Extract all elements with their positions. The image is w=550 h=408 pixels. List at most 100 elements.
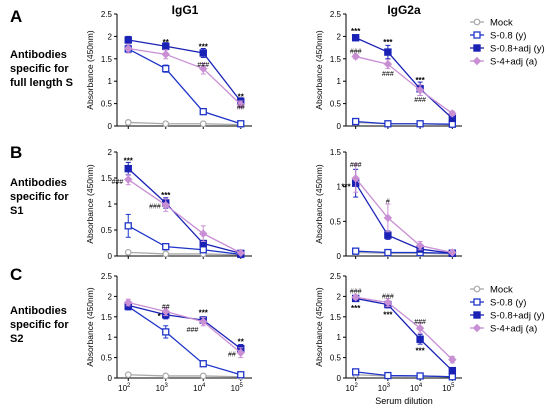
- x-tick-exponent: 2: [127, 383, 131, 389]
- data-point: [199, 317, 208, 326]
- data-point: [124, 371, 132, 379]
- data-point: [124, 298, 133, 307]
- row-label-c: Antibodies: [10, 305, 67, 317]
- series-line: [355, 37, 453, 119]
- data-point: [351, 174, 360, 183]
- panel-letter-a: A: [10, 7, 22, 26]
- column-title-igg1: IgG1: [172, 3, 199, 17]
- significance-stars: ***: [415, 76, 425, 85]
- y-tick-label: 0: [108, 122, 113, 131]
- y-tick-label: 0.5: [330, 217, 342, 226]
- series-s-4-adj-a-: [124, 298, 245, 359]
- y-tick-label: 0.5: [101, 226, 113, 235]
- significance-stars: ***: [351, 27, 361, 36]
- panel-letter-c: C: [10, 265, 22, 284]
- x-tick-base: 10: [378, 384, 387, 393]
- significance-stars: **: [238, 92, 245, 101]
- y-tick-label: 0: [108, 374, 113, 383]
- series-line: [127, 179, 242, 254]
- x-tick-label: 105: [231, 383, 244, 393]
- data-point: [199, 120, 207, 128]
- data-point: [448, 355, 457, 364]
- significance-hashes: ##: [162, 304, 170, 311]
- y-tick-label: 2: [337, 292, 342, 301]
- row-label-c: S2: [10, 333, 23, 345]
- panel-letter-b: B: [10, 143, 22, 162]
- significance-stars: *: [158, 312, 162, 321]
- series-s-0-8-adj-y-: [351, 34, 457, 123]
- x-tick-label: 104: [193, 383, 206, 393]
- legend-item: S-4+adj (a): [470, 324, 537, 335]
- data-point: [124, 44, 133, 53]
- y-tick-label: 1.5: [330, 148, 342, 157]
- significance-hashes: ###: [350, 49, 362, 56]
- data-point: [352, 368, 360, 376]
- y-axis-label: Absorbance (450nm): [85, 287, 95, 367]
- y-axis-label: Absorbance (450nm): [314, 164, 324, 244]
- legend-marker: [473, 31, 481, 39]
- data-point: [351, 292, 360, 302]
- legend-label: S-0.8 (y): [490, 31, 526, 42]
- significance-hashes: ###: [187, 327, 199, 334]
- data-point: [448, 366, 457, 375]
- series-s-4-adj-a-: [351, 163, 457, 257]
- significance-stars: ***: [199, 43, 209, 52]
- significance-stars: ***: [383, 310, 393, 319]
- significance-hashes: ###: [149, 204, 161, 211]
- significance-hashes: #: [386, 199, 390, 206]
- significance-hashes: ###: [414, 319, 426, 326]
- data-point: [199, 49, 207, 57]
- x-tick-exponent: 2: [354, 383, 358, 389]
- y-tick-label: 2.5: [101, 10, 113, 19]
- series-s-0-8-adj-y-: [351, 294, 457, 375]
- series-line: [355, 177, 453, 254]
- data-point: [199, 229, 208, 238]
- data-point: [236, 348, 245, 357]
- row-label-a: Antibodies: [10, 49, 67, 61]
- legend-item: S-0.8+adj (y): [470, 311, 545, 322]
- data-point: [237, 371, 245, 379]
- x-tick-exponent: 4: [419, 383, 423, 389]
- series-line: [128, 301, 242, 354]
- y-axis-label: Absorbance (450nm): [85, 30, 95, 110]
- series-s-0-8-adj-y-: [351, 168, 457, 257]
- y-tick-label: 0: [108, 252, 113, 261]
- data-point: [416, 372, 424, 380]
- y-tick-label: 2: [108, 32, 113, 41]
- data-point: [161, 307, 170, 316]
- data-point: [199, 360, 207, 368]
- series-line: [128, 121, 241, 126]
- significance-stars: **: [163, 38, 170, 47]
- data-point: [161, 200, 170, 210]
- legend-item: Mock: [470, 18, 513, 29]
- data-point: [384, 120, 392, 128]
- y-tick-label: 1.5: [330, 313, 342, 322]
- x-tick-base: 10: [156, 384, 165, 393]
- series-s-4-adj-a-: [351, 292, 457, 364]
- data-point: [384, 48, 392, 56]
- x-axis-label: Serum dilution: [375, 396, 433, 406]
- x-tick-base: 10: [193, 384, 202, 393]
- series-s-4-adj-a-: [124, 43, 245, 109]
- significance-hashes: ##: [237, 105, 245, 112]
- significance-hashes: ###: [382, 294, 394, 301]
- legend-marker: [473, 285, 481, 293]
- x-tick-base: 10: [118, 384, 127, 393]
- x-tick-label: 105: [442, 383, 455, 393]
- legend-item: S-0.8 (y): [470, 31, 526, 42]
- data-point: [124, 222, 132, 230]
- y-tick-label: 2: [108, 148, 113, 157]
- significance-hashes: ###: [382, 71, 394, 78]
- series-line: [127, 225, 241, 256]
- data-point: [416, 120, 424, 128]
- row-label-b: Antibodies: [10, 177, 67, 189]
- series-s-0-8-adj-y-: [124, 161, 245, 258]
- legend-marker: [473, 298, 481, 306]
- series-line: [128, 251, 241, 256]
- data-point: [383, 298, 393, 307]
- significance-hashes: ##: [228, 352, 236, 359]
- series-line: [355, 297, 453, 372]
